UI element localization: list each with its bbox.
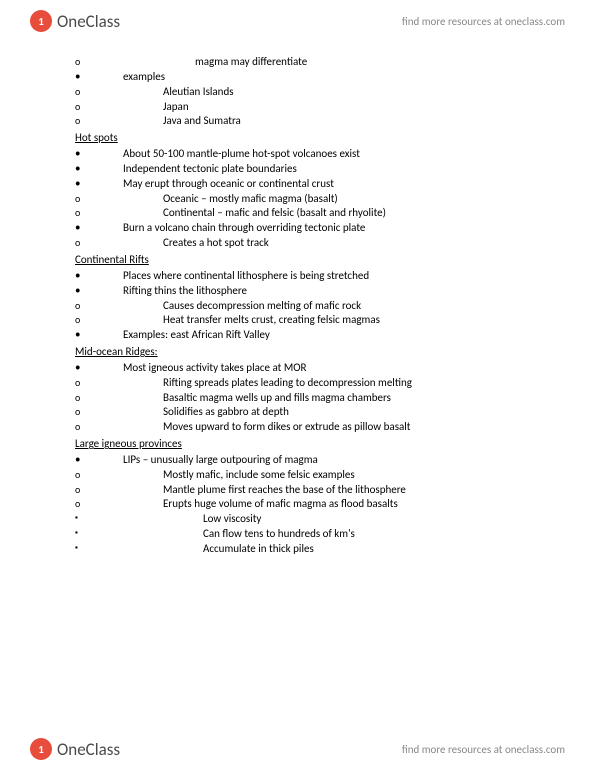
footer-tagline: find more resources at oneclass.com — [402, 743, 565, 756]
list-item: Aleutian Islands — [75, 85, 535, 100]
footer-logo: 1 OneClass — [30, 738, 120, 760]
footer-logo-text: OneClass — [57, 739, 120, 760]
list-item: Can flow tens to hundreds of km's — [75, 527, 535, 542]
list-item: Heat transfer melts crust, creating fels… — [75, 313, 535, 328]
list-item: examples — [75, 70, 535, 85]
list-item: Rifting spreads plates leading to decomp… — [75, 376, 535, 391]
document-content: magma may differentiateexamplesAleutian … — [75, 55, 535, 557]
section-heading: Continental Rifts — [75, 253, 535, 268]
list-item: LIPs – unusually large outpouring of mag… — [75, 453, 535, 468]
logo-icon: 1 — [30, 10, 52, 32]
logo: 1 OneClass — [30, 10, 120, 32]
list-item: Examples: east African Rift Valley — [75, 328, 535, 343]
section-heading: Large igneous provinces — [75, 437, 535, 452]
list-item: Mantle plume first reaches the base of t… — [75, 483, 535, 498]
list-item: Places where continental lithosphere is … — [75, 269, 535, 284]
list-item: Independent tectonic plate boundaries — [75, 162, 535, 177]
list-item: Mostly mafic, include some felsic exampl… — [75, 468, 535, 483]
list-item: Solidifies as gabbro at depth — [75, 405, 535, 420]
section-heading: Mid-ocean Ridges: — [75, 345, 535, 360]
section-heading: Hot spots — [75, 131, 535, 146]
header: 1 OneClass find more resources at onecla… — [0, 0, 595, 42]
list-item: Causes decompression melting of mafic ro… — [75, 299, 535, 314]
header-tagline: find more resources at oneclass.com — [402, 15, 565, 28]
logo-text: OneClass — [57, 11, 120, 32]
list-item: Basaltic magma wells up and fills magma … — [75, 391, 535, 406]
list-item: Moves upward to form dikes or extrude as… — [75, 420, 535, 435]
list-item: Java and Sumatra — [75, 114, 535, 129]
list-item: May erupt through oceanic or continental… — [75, 177, 535, 192]
list-item: Accumulate in thick piles — [75, 542, 535, 557]
list-item: Low viscosity — [75, 512, 535, 527]
footer: 1 OneClass find more resources at onecla… — [0, 728, 595, 770]
list-item: Oceanic – mostly mafic magma (basalt) — [75, 192, 535, 207]
list-item: Burn a volcano chain through overriding … — [75, 221, 535, 236]
list-item: Japan — [75, 100, 535, 115]
list-item: Rifting thins the lithosphere — [75, 284, 535, 299]
list-item: About 50-100 mantle-plume hot-spot volca… — [75, 147, 535, 162]
logo-icon: 1 — [30, 738, 52, 760]
list-item: Creates a hot spot track — [75, 236, 535, 251]
list-item: Continental – mafic and felsic (basalt a… — [75, 206, 535, 221]
list-item: magma may differentiate — [75, 55, 535, 70]
list-item: Erupts huge volume of mafic magma as flo… — [75, 497, 535, 512]
list-item: Most igneous activity takes place at MOR — [75, 361, 535, 376]
